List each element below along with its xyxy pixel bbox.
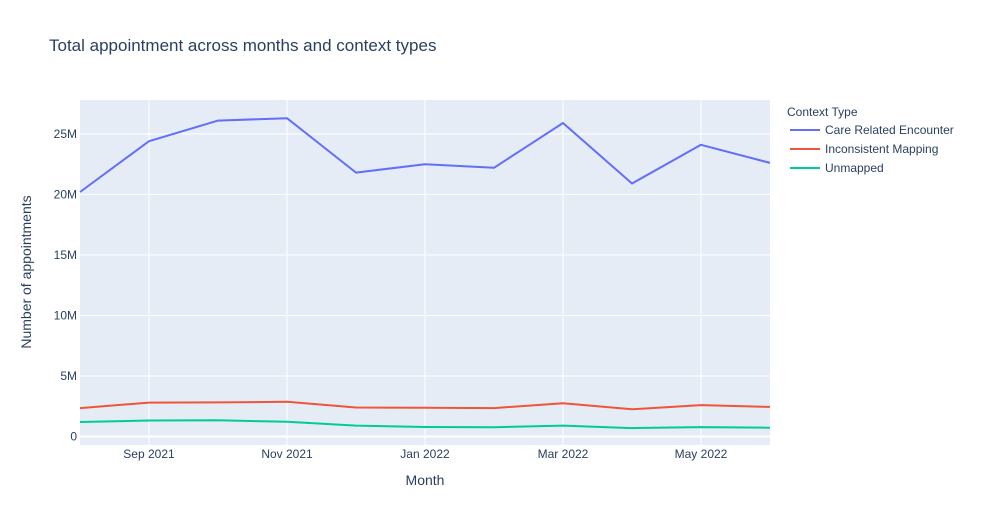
- x-tick-label: Jan 2022: [400, 447, 450, 461]
- legend-item[interactable]: Inconsistent Mapping: [790, 142, 938, 156]
- y-axis-label: Number of appointments: [18, 195, 34, 348]
- y-tick-labels: 0 5M 10M 15M 20M 25M: [54, 127, 78, 444]
- series-lines: [79, 117, 771, 430]
- legend-item[interactable]: Care Related Encounter: [790, 123, 954, 137]
- x-gridlines: [148, 100, 702, 445]
- y-tick-label: 5M: [60, 369, 77, 383]
- series-line-care-related-encounter: [79, 117, 771, 193]
- series-line-inconsistent-mapping: [79, 400, 771, 411]
- y-tick-label: 25M: [54, 127, 77, 141]
- x-tick-label: Sep 2021: [123, 447, 175, 461]
- y-tick-label: 15M: [54, 248, 77, 262]
- legend-label: Unmapped: [825, 161, 884, 175]
- x-tick-label: Mar 2022: [538, 447, 589, 461]
- x-tick-labels: Sep 2021 Nov 2021 Jan 2022 Mar 2022 May 2022: [123, 447, 727, 461]
- legend-item[interactable]: Unmapped: [790, 161, 884, 175]
- x-tick-label: May 2022: [675, 447, 728, 461]
- x-axis-label: Month: [406, 472, 445, 488]
- y-tick-label: 20M: [54, 187, 77, 201]
- chart-title: Total appointment across months and cont…: [49, 36, 436, 55]
- y-tick-label: 0: [70, 430, 77, 444]
- y-tick-label: 10M: [54, 308, 77, 322]
- series-line-unmapped: [79, 419, 771, 430]
- legend-label: Care Related Encounter: [825, 123, 954, 137]
- x-tick-label: Nov 2021: [261, 447, 313, 461]
- legend-title: Context Type: [787, 105, 858, 119]
- legend-label: Inconsistent Mapping: [825, 142, 938, 156]
- legend: Context Type Care Related Encounter Incon…: [787, 105, 954, 175]
